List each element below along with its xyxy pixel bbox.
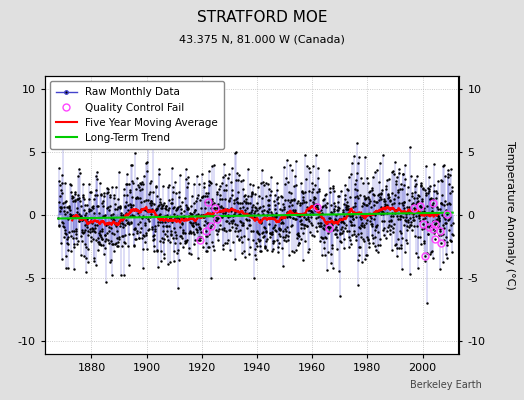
Raw Monthly Data [234, 196, 241, 200]
Quality Control Fail [204, 199, 211, 204]
Line: Raw Monthly Data: Raw Monthly Data [57, 122, 454, 304]
Five Year Moving Average [69, 218, 75, 223]
Raw Monthly Data [55, 215, 61, 220]
Five Year Moving Average [189, 216, 195, 220]
Raw Monthly Data [450, 233, 456, 238]
Text: Berkeley Earth: Berkeley Earth [410, 380, 482, 390]
Quality Control Fail [422, 253, 428, 258]
Long-Term Trend [60, 216, 66, 221]
Long-Term Trend [137, 215, 143, 220]
Quality Control Fail [203, 228, 210, 233]
Quality Control Fail [432, 221, 438, 226]
Raw Monthly Data [272, 210, 279, 215]
Quality Control Fail [420, 221, 426, 226]
Y-axis label: Temperature Anomaly (°C): Temperature Anomaly (°C) [505, 141, 515, 289]
Quality Control Fail [425, 224, 432, 229]
Quality Control Fail [410, 206, 417, 210]
Quality Control Fail [429, 201, 435, 206]
Raw Monthly Data [137, 188, 143, 192]
Quality Control Fail [314, 204, 320, 209]
Quality Control Fail [444, 211, 450, 216]
Long-Term Trend [450, 210, 456, 215]
Quality Control Fail [417, 203, 423, 208]
Quality Control Fail [431, 237, 438, 242]
Five Year Moving Average [122, 214, 128, 219]
Quality Control Fail [430, 227, 436, 232]
Five Year Moving Average [309, 204, 315, 208]
Five Year Moving Average [114, 223, 121, 228]
Long-Term Trend [272, 213, 279, 218]
Long-Term Trend [55, 216, 61, 221]
Quality Control Fail [196, 238, 203, 242]
Raw Monthly Data [424, 301, 430, 306]
Text: 43.375 N, 81.000 W (Canada): 43.375 N, 81.000 W (Canada) [179, 34, 345, 44]
Text: STRATFORD MOE: STRATFORD MOE [196, 10, 328, 25]
Long-Term Trend [101, 216, 107, 220]
Quality Control Fail [212, 206, 218, 210]
Raw Monthly Data [60, 223, 66, 228]
Five Year Moving Average [178, 218, 184, 222]
Quality Control Fail [214, 216, 220, 221]
Quality Control Fail [208, 223, 214, 228]
Long-Term Trend [396, 211, 402, 216]
Line: Quality Control Fail: Quality Control Fail [196, 198, 451, 259]
Five Year Moving Average [337, 218, 343, 223]
Legend: Raw Monthly Data, Quality Control Fail, Five Year Moving Average, Long-Term Tren: Raw Monthly Data, Quality Control Fail, … [50, 81, 224, 149]
Raw Monthly Data [145, 121, 151, 126]
Long-Term Trend [234, 214, 241, 218]
Line: Five Year Moving Average: Five Year Moving Average [72, 206, 439, 225]
Raw Monthly Data [397, 217, 403, 222]
Quality Control Fail [437, 229, 443, 234]
Five Year Moving Average [254, 216, 260, 221]
Five Year Moving Average [139, 207, 145, 212]
Raw Monthly Data [101, 214, 107, 219]
Line: Long-Term Trend: Long-Term Trend [58, 213, 453, 218]
Quality Control Fail [326, 226, 332, 230]
Quality Control Fail [439, 241, 445, 246]
Five Year Moving Average [436, 211, 442, 216]
